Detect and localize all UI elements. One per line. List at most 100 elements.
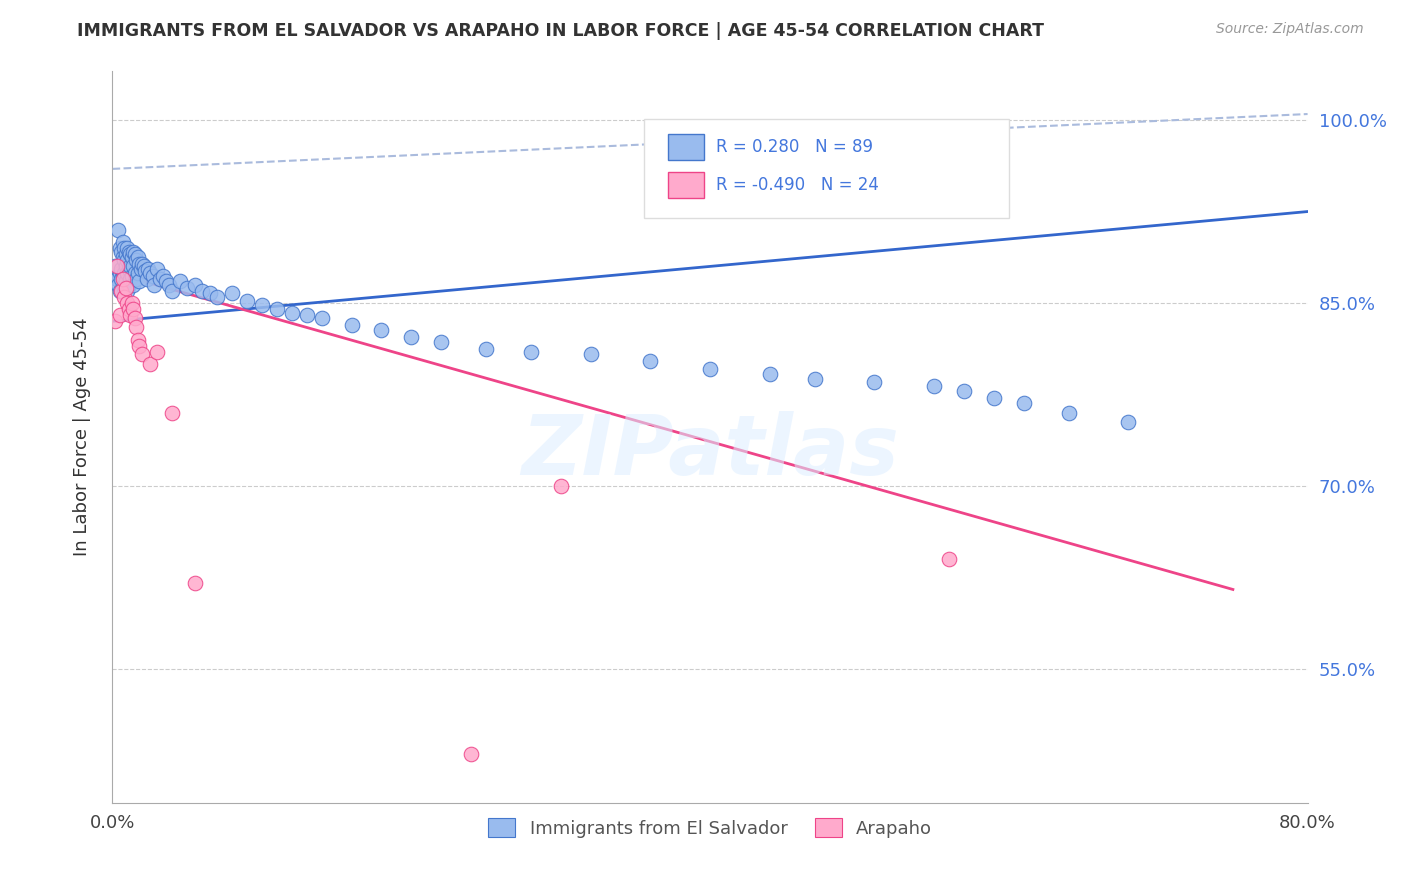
- Point: [236, 293, 259, 308]
- Point: [460, 747, 482, 761]
- Point: [146, 344, 169, 359]
- Point: [205, 290, 228, 304]
- Point: [124, 310, 146, 325]
- FancyBboxPatch shape: [644, 119, 1010, 218]
- Point: [114, 265, 135, 279]
- Point: [114, 281, 135, 295]
- Point: [118, 261, 141, 276]
- Point: [114, 253, 135, 268]
- Point: [803, 371, 825, 385]
- Point: [922, 379, 945, 393]
- Point: [863, 376, 886, 390]
- Point: [281, 306, 304, 320]
- Point: [127, 333, 149, 347]
- Point: [139, 357, 162, 371]
- Point: [131, 257, 153, 271]
- Point: [162, 284, 183, 298]
- Point: [520, 344, 543, 359]
- Point: [176, 281, 198, 295]
- Point: [120, 308, 142, 322]
- Legend: Immigrants from El Salvador, Arapaho: Immigrants from El Salvador, Arapaho: [481, 811, 939, 845]
- Point: [579, 347, 602, 361]
- Point: [953, 384, 976, 398]
- Point: [108, 241, 131, 255]
- Point: [107, 223, 129, 237]
- Point: [107, 277, 129, 292]
- Point: [117, 284, 139, 298]
- Point: [152, 269, 174, 284]
- Point: [183, 576, 205, 591]
- Point: [340, 318, 363, 332]
- Point: [121, 250, 143, 264]
- Point: [105, 260, 128, 274]
- Point: [266, 301, 288, 317]
- Point: [155, 274, 177, 288]
- Point: [191, 284, 214, 298]
- Point: [115, 274, 138, 288]
- Point: [111, 235, 134, 249]
- Point: [110, 271, 132, 285]
- Point: [117, 296, 139, 310]
- Point: [124, 265, 146, 279]
- Point: [117, 265, 139, 279]
- Text: R = -0.490   N = 24: R = -0.490 N = 24: [716, 176, 879, 194]
- Point: [105, 271, 128, 285]
- Point: [183, 277, 205, 292]
- Point: [135, 271, 157, 285]
- Text: R = 0.280   N = 89: R = 0.280 N = 89: [716, 137, 873, 156]
- Point: [430, 334, 453, 349]
- Point: [114, 241, 135, 255]
- Point: [114, 290, 135, 304]
- Point: [128, 339, 150, 353]
- Point: [110, 244, 132, 259]
- Point: [118, 244, 141, 259]
- Text: ZIPatlas: ZIPatlas: [522, 411, 898, 492]
- Point: [121, 269, 143, 284]
- Point: [120, 271, 142, 285]
- Point: [104, 260, 127, 274]
- Point: [1057, 406, 1080, 420]
- Text: Source: ZipAtlas.com: Source: ZipAtlas.com: [1216, 22, 1364, 37]
- Point: [475, 343, 498, 357]
- Point: [111, 271, 134, 285]
- FancyBboxPatch shape: [668, 134, 704, 160]
- Point: [370, 323, 392, 337]
- Point: [108, 265, 131, 279]
- Point: [138, 261, 160, 276]
- Y-axis label: In Labor Force | Age 45-54: In Labor Force | Age 45-54: [73, 318, 91, 557]
- Point: [115, 281, 138, 295]
- Point: [122, 260, 145, 274]
- Point: [1118, 416, 1140, 430]
- Point: [120, 260, 142, 274]
- Point: [125, 271, 148, 285]
- Point: [118, 277, 141, 292]
- Point: [131, 347, 153, 361]
- Point: [1012, 396, 1035, 410]
- Point: [111, 269, 134, 284]
- Point: [122, 244, 145, 259]
- Point: [121, 296, 143, 310]
- Point: [127, 250, 149, 264]
- Point: [120, 247, 142, 261]
- Point: [550, 479, 572, 493]
- Point: [128, 257, 150, 271]
- Point: [295, 308, 318, 322]
- Point: [146, 261, 169, 276]
- Point: [125, 320, 148, 334]
- FancyBboxPatch shape: [668, 171, 704, 198]
- Point: [115, 260, 138, 274]
- Point: [117, 241, 139, 255]
- Point: [127, 265, 149, 279]
- Point: [118, 301, 141, 317]
- Point: [134, 264, 156, 278]
- Point: [699, 361, 721, 376]
- Point: [162, 406, 183, 420]
- Point: [250, 298, 273, 312]
- Point: [122, 277, 145, 292]
- Text: IMMIGRANTS FROM EL SALVADOR VS ARAPAHO IN LABOR FORCE | AGE 45-54 CORRELATION CH: IMMIGRANTS FROM EL SALVADOR VS ARAPAHO I…: [77, 22, 1045, 40]
- Point: [110, 284, 132, 298]
- Point: [401, 330, 423, 344]
- Point: [759, 367, 782, 381]
- Point: [198, 286, 221, 301]
- Point: [139, 265, 162, 279]
